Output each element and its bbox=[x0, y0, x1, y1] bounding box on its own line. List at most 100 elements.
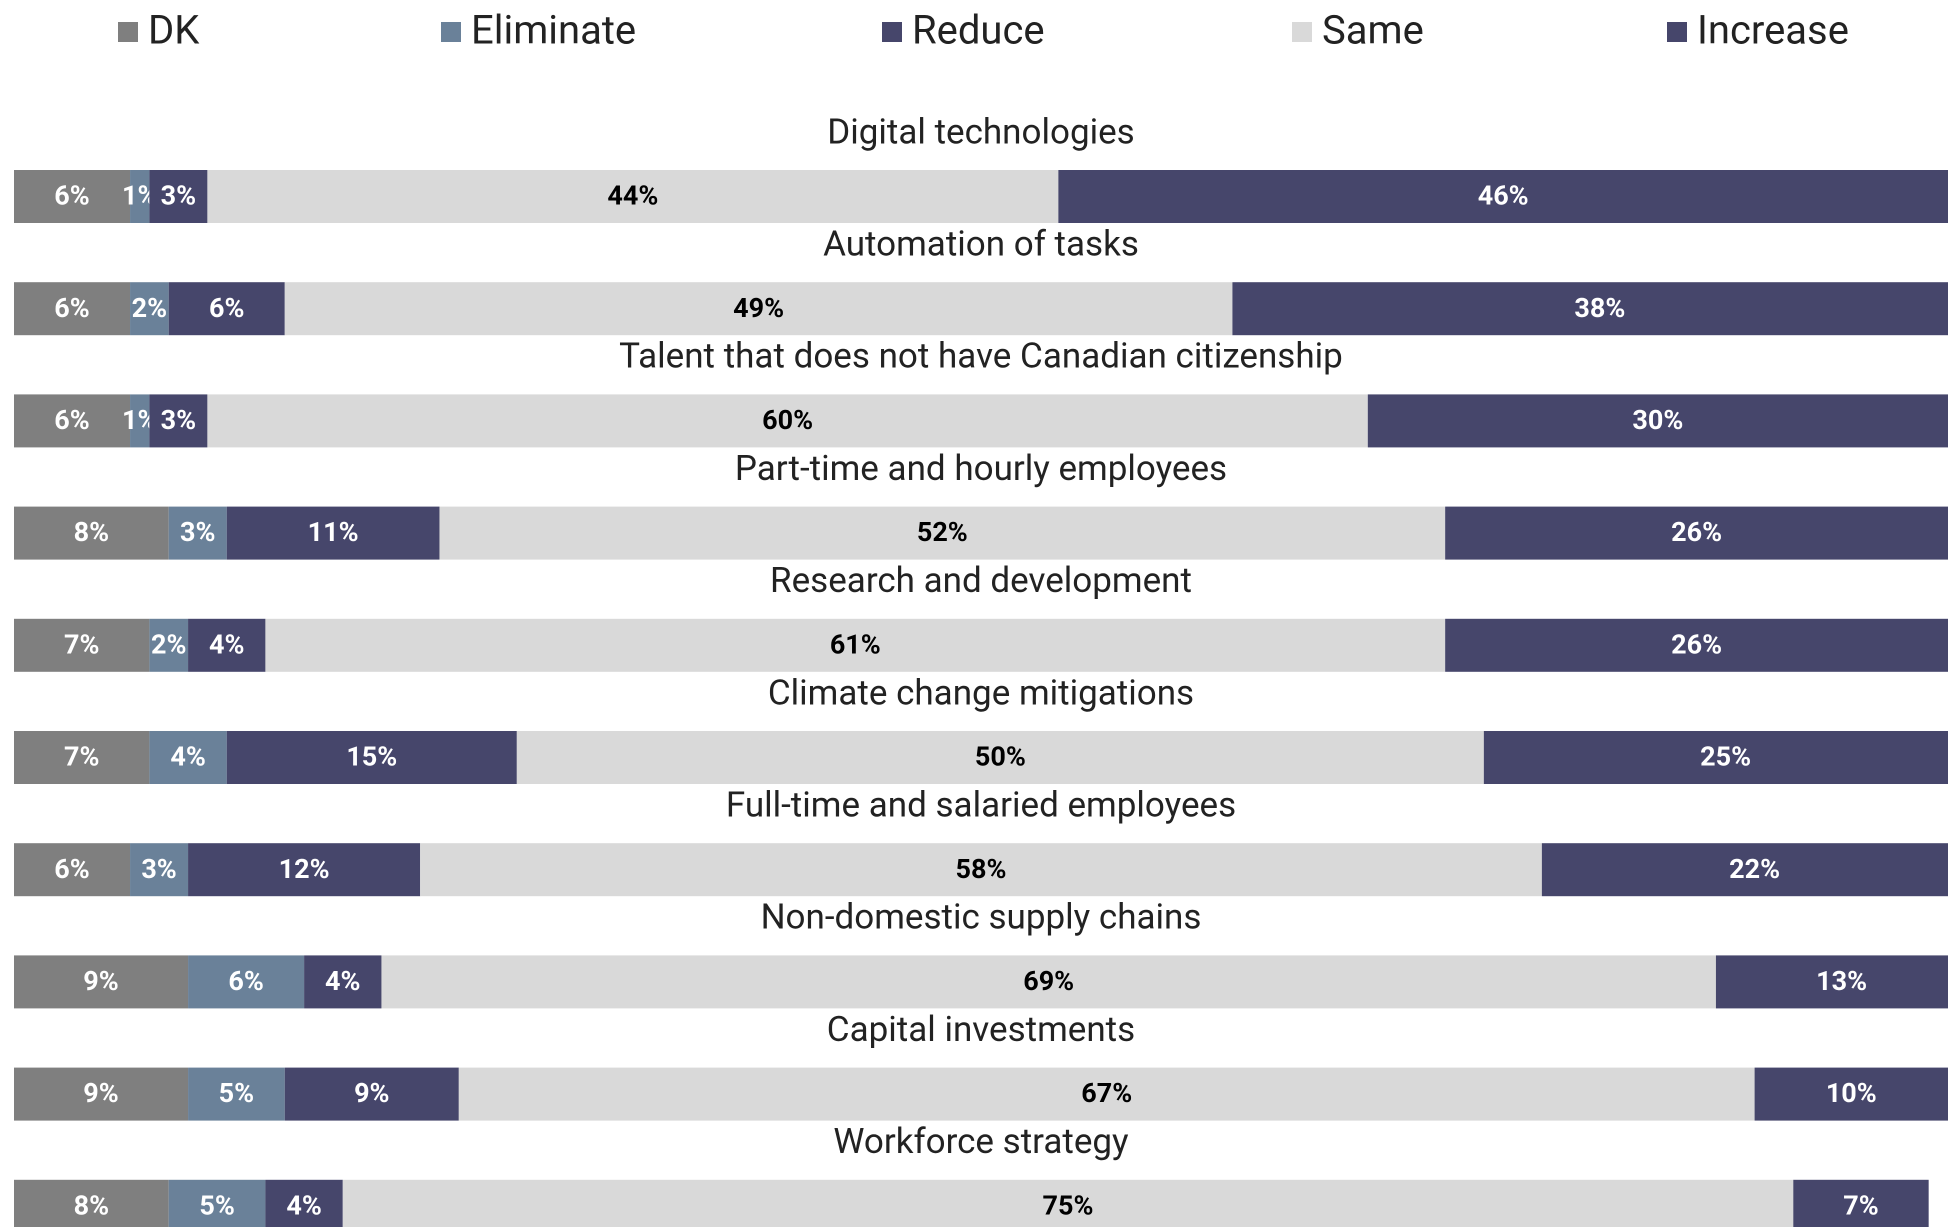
value-label: 11% bbox=[308, 516, 359, 548]
legend-swatch bbox=[1292, 22, 1312, 42]
value-label: 6% bbox=[54, 404, 89, 436]
bar-segment bbox=[1793, 1179, 1929, 1227]
value-label: 3% bbox=[161, 404, 196, 436]
bar-segment bbox=[458, 1067, 1755, 1121]
value-label: 44% bbox=[607, 180, 658, 212]
legend-label: Increase bbox=[1697, 7, 1849, 54]
bar-segment bbox=[188, 618, 266, 672]
value-label: 2% bbox=[132, 292, 167, 324]
value-label: 67% bbox=[1081, 1077, 1132, 1109]
value-label: 10% bbox=[1826, 1077, 1877, 1109]
value-label: 6% bbox=[54, 180, 89, 212]
category-label: Research and development bbox=[770, 560, 1192, 601]
value-label: 8% bbox=[74, 516, 109, 548]
value-label: 7% bbox=[1843, 1189, 1878, 1221]
bar-segment bbox=[14, 1179, 169, 1227]
bar-segment bbox=[130, 394, 150, 448]
bar-segment bbox=[130, 282, 169, 336]
value-label: 58% bbox=[956, 853, 1007, 885]
value-label: 5% bbox=[219, 1077, 254, 1109]
bar-segment bbox=[1367, 394, 1948, 448]
value-label: 69% bbox=[1023, 965, 1074, 997]
bar-segment bbox=[1715, 955, 1948, 1009]
legend-swatch bbox=[441, 22, 461, 42]
value-label: 7% bbox=[64, 741, 99, 773]
bar-segment bbox=[226, 506, 440, 560]
category-label: Workforce strategy bbox=[833, 1121, 1129, 1162]
value-label: 6% bbox=[228, 965, 263, 997]
bar-segment bbox=[284, 1067, 459, 1121]
bar-segment bbox=[168, 1179, 266, 1227]
bar-segment bbox=[516, 731, 1484, 784]
value-label: 52% bbox=[917, 516, 968, 548]
bar-segment bbox=[14, 618, 150, 672]
value-label: 49% bbox=[733, 292, 784, 324]
bar-segment bbox=[14, 731, 150, 784]
category-label: Full-time and salaried employees bbox=[726, 784, 1236, 825]
bar-segment bbox=[1232, 282, 1948, 336]
value-label: 9% bbox=[83, 1077, 118, 1109]
legend-label: Same bbox=[1322, 7, 1424, 54]
value-label: 4% bbox=[209, 628, 244, 660]
bar-segment bbox=[14, 1067, 189, 1121]
bar-segment bbox=[130, 170, 150, 223]
legend-swatch bbox=[118, 22, 138, 42]
legend-swatch bbox=[1667, 22, 1687, 42]
value-label: 4% bbox=[286, 1189, 321, 1221]
value-label: 22% bbox=[1729, 853, 1780, 885]
value-label: 9% bbox=[83, 965, 118, 997]
value-label: 3% bbox=[161, 180, 196, 212]
value-label: 25% bbox=[1700, 741, 1751, 773]
bar-segment bbox=[1445, 618, 1948, 672]
value-label: 6% bbox=[54, 292, 89, 324]
legend-label: Eliminate bbox=[471, 7, 636, 54]
bar-segment bbox=[226, 731, 517, 784]
value-label: 4% bbox=[170, 741, 205, 773]
bar-segment bbox=[14, 282, 131, 336]
bar-segment bbox=[188, 1067, 285, 1121]
bar-segment bbox=[14, 394, 131, 448]
value-label: 26% bbox=[1671, 628, 1722, 660]
category-label: Climate change mitigations bbox=[768, 672, 1194, 713]
value-label: 50% bbox=[975, 741, 1026, 773]
value-label: 2% bbox=[151, 628, 186, 660]
value-label: 3% bbox=[180, 516, 215, 548]
value-label: 3% bbox=[141, 853, 176, 885]
value-label: 7% bbox=[64, 628, 99, 660]
bar-segment bbox=[304, 955, 382, 1009]
bar-segment bbox=[265, 1179, 343, 1227]
value-label: 30% bbox=[1632, 404, 1683, 436]
bar-segment bbox=[130, 843, 189, 897]
value-label: 5% bbox=[199, 1189, 234, 1221]
value-label: 61% bbox=[830, 628, 881, 660]
bar-segment bbox=[1445, 506, 1948, 560]
bar-segment bbox=[188, 843, 421, 897]
bar-segment bbox=[14, 170, 131, 223]
bar-segment bbox=[420, 843, 1542, 897]
bar-segment bbox=[284, 282, 1233, 336]
bar-segment bbox=[14, 506, 169, 560]
category-label: Part-time and hourly employees bbox=[735, 448, 1227, 489]
bar-segment bbox=[149, 618, 189, 672]
category-label: Talent that does not have Canadian citiz… bbox=[619, 336, 1343, 377]
value-label: 15% bbox=[346, 741, 397, 773]
bar-segment bbox=[149, 731, 227, 784]
legend: DK Eliminate Reduce Same Increase bbox=[118, 7, 1849, 54]
bar-segment bbox=[1483, 731, 1948, 784]
bar-segment bbox=[188, 955, 305, 1009]
bar-segment bbox=[149, 170, 208, 223]
category-label: Automation of tasks bbox=[823, 223, 1139, 264]
bar-segment bbox=[168, 506, 227, 560]
value-label: 13% bbox=[1816, 965, 1867, 997]
bar-segment bbox=[342, 1179, 1794, 1227]
legend-label: DK bbox=[148, 7, 200, 54]
bar-segment bbox=[14, 843, 131, 897]
value-label: 75% bbox=[1043, 1189, 1094, 1221]
bar-segment bbox=[1541, 843, 1948, 897]
bar-segment bbox=[1058, 170, 1948, 223]
bar-segment bbox=[207, 170, 1059, 223]
value-label: 6% bbox=[54, 853, 89, 885]
category-label: Digital technologies bbox=[827, 111, 1134, 152]
category-label: Capital investments bbox=[827, 1009, 1135, 1050]
